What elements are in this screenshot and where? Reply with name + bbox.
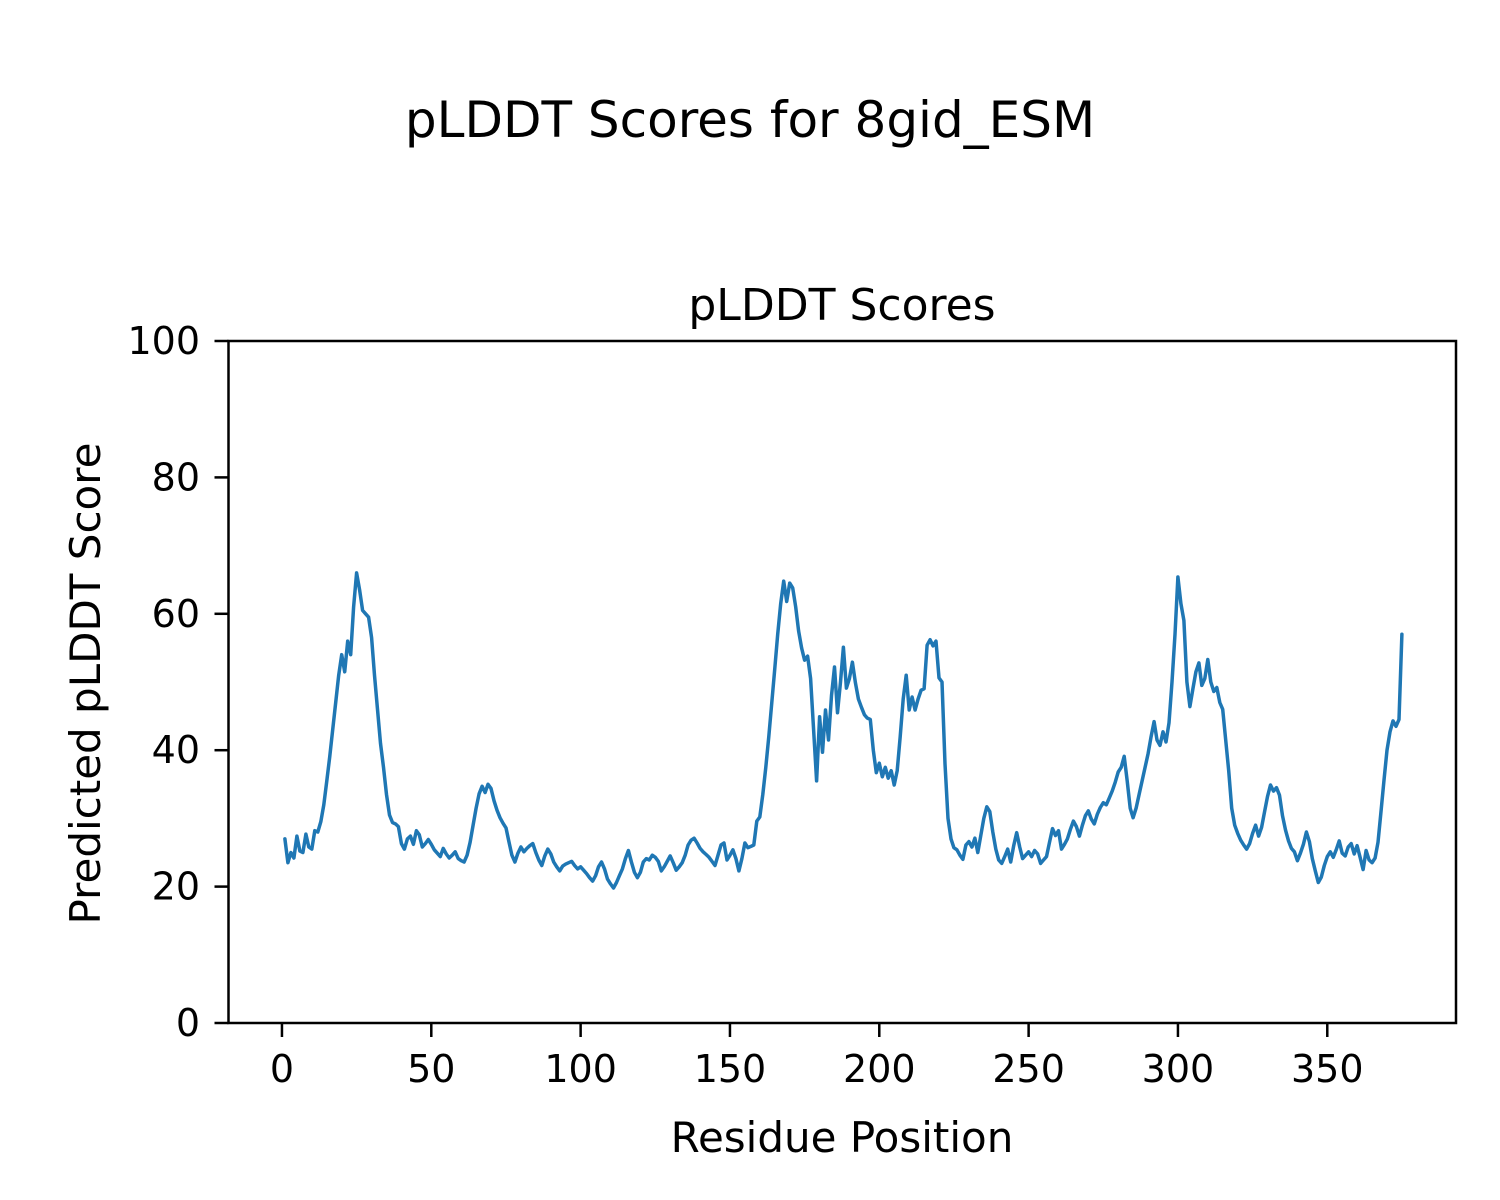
y-tick-label: 20 [152, 865, 200, 909]
x-tick-label: 150 [694, 1047, 767, 1091]
y-tick-label: 60 [152, 592, 200, 636]
y-axis-ticks: 0 20 40 60 80 100 [127, 319, 229, 1045]
x-tick-label: 350 [1291, 1047, 1364, 1091]
x-tick-label: 100 [544, 1047, 617, 1091]
x-tick-label: 250 [992, 1047, 1065, 1091]
y-tick-label: 40 [152, 728, 200, 772]
y-tick-label: 0 [176, 1001, 200, 1045]
plddt-line [283, 571, 1404, 890]
x-axis-label: Residue Position [671, 1113, 1014, 1162]
y-tick-label: 100 [127, 319, 200, 363]
x-tick-label: 0 [270, 1047, 294, 1091]
plot-area-border [227, 339, 1458, 1025]
y-tick-label: 80 [152, 455, 200, 499]
x-tick-label: 200 [843, 1047, 916, 1091]
x-tick-label: 50 [407, 1047, 455, 1091]
figure-title: pLDDT Scores for 8gid_ESM [405, 91, 1095, 149]
y-axis-label: Predicted pLDDT Score [61, 443, 110, 925]
x-axis-ticks: 0 50 100 150 200 250 300 350 [270, 1023, 1364, 1091]
axes-title: pLDDT Scores [688, 280, 995, 331]
x-tick-label: 300 [1142, 1047, 1215, 1091]
